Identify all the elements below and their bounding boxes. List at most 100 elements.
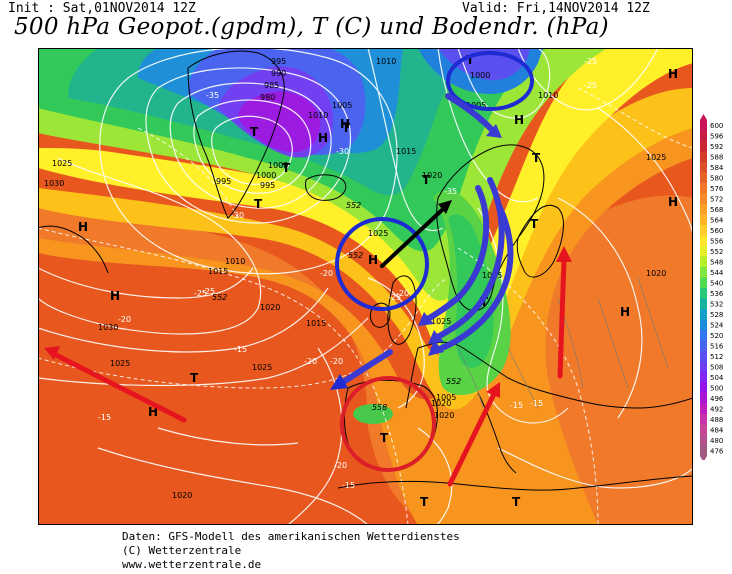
footer-data-source: Daten: GFS-Modell des amerikanischen Wet…	[122, 530, 460, 543]
coast-ireland	[369, 302, 391, 328]
pressure-label: 1025	[431, 317, 451, 326]
annotation-arrow-blue-2-head	[418, 312, 434, 326]
pressure-label: 1030	[98, 323, 118, 332]
coast-africa	[337, 475, 693, 491]
annotation-circle-blue-britain	[335, 217, 429, 311]
annotation-arrow-black-head	[438, 200, 452, 214]
legend-arrow-bottom	[700, 456, 707, 460]
high-marker: H	[110, 289, 120, 303]
legend-label: 584	[710, 164, 724, 172]
legend-swatch	[700, 256, 707, 267]
annotation-arrow-red-south	[447, 391, 497, 487]
legend-label: 596	[710, 133, 724, 141]
legend-swatch	[700, 235, 707, 246]
pressure-label: 1030	[44, 179, 64, 188]
low-marker: T	[512, 495, 521, 509]
legend-label: 520	[710, 332, 723, 340]
pressure-label: 985	[264, 81, 279, 90]
coast-scandinavia	[436, 144, 545, 312]
annotation-arrow-red-south-head	[486, 382, 500, 398]
temp-label: -35	[206, 91, 219, 100]
high-marker: H	[668, 195, 678, 209]
legend-arrow-top	[700, 114, 707, 120]
pressure-label: 1025	[110, 359, 130, 368]
pressure-label: 995	[216, 177, 231, 186]
legend-swatch	[700, 372, 707, 383]
pressure-label: 1020	[646, 269, 666, 278]
low-marker: T	[530, 217, 539, 231]
field-556	[38, 48, 693, 368]
pressure-label: 1020	[260, 303, 280, 312]
legend-swatch	[700, 172, 707, 183]
annotation-arrow-blue-4	[433, 205, 514, 353]
low-marker: T	[380, 431, 389, 445]
temp-label: -15	[530, 399, 543, 408]
height-label: 558	[372, 403, 387, 412]
temp-label: -15	[98, 413, 111, 422]
legend-label: 480	[710, 437, 723, 445]
low-marker: T	[254, 197, 263, 211]
legend-swatch	[700, 435, 707, 446]
annotation-arrow-red-east-head	[556, 246, 572, 262]
temp-label: -20	[334, 461, 347, 470]
weather-map: 995 990 985 980 1000 995 1000 995 1005 1…	[38, 48, 693, 525]
annotation-arrow-red-west-head	[44, 346, 60, 360]
annotation-arrow-blue-5	[337, 349, 393, 387]
legend-label: 548	[710, 259, 723, 267]
legend-label: 600	[710, 122, 723, 130]
pressure-label: 1015	[306, 319, 326, 328]
pressure-label: 1020	[431, 399, 451, 408]
legend-label: 504	[710, 374, 724, 382]
pressure-label: 1005	[436, 393, 456, 402]
legend-swatch	[700, 424, 707, 435]
annotation-circle-red-iberia	[340, 376, 436, 472]
legend-swatch	[700, 351, 707, 362]
legend-label: 564	[710, 217, 724, 225]
low-marker: T	[282, 161, 291, 175]
field-564	[38, 88, 693, 410]
field-496-low	[238, 91, 321, 153]
pressure-label: 1015	[208, 267, 228, 276]
legend-label: 536	[710, 290, 724, 298]
pressure-label: 980	[260, 93, 275, 102]
legend-label: 528	[710, 311, 723, 319]
legend-swatch	[700, 225, 707, 236]
height-label: 552	[348, 251, 363, 260]
legend-label: 476	[710, 448, 724, 456]
pressure-label: 1000	[268, 161, 288, 170]
legend-label: 580	[710, 175, 723, 183]
legend-label: 488	[710, 416, 723, 424]
legend-swatch	[700, 382, 707, 393]
pressure-label: 1025	[252, 363, 272, 372]
low-centres: T T T T T T T T T T T T T	[190, 53, 541, 509]
pressure-label: 995	[260, 181, 275, 190]
temp-label: -20	[304, 357, 317, 366]
annotation-arrow-blue-4-head	[428, 340, 444, 356]
annotation-arrow-blue-1-head	[486, 124, 502, 138]
legend-swatch	[700, 393, 707, 404]
legend-label: 560	[710, 227, 723, 235]
legend-swatch	[700, 403, 707, 414]
legend-swatch	[700, 183, 707, 194]
legend-swatch	[700, 130, 707, 141]
temp-label: -30	[231, 211, 244, 220]
legend-label: 524	[710, 322, 724, 330]
pressure-label: 1020	[434, 411, 454, 420]
temp-label: -20	[320, 269, 333, 278]
high-marker: H	[78, 220, 88, 234]
legend-label: 516	[710, 343, 724, 351]
low-marker: T	[342, 121, 351, 135]
pressure-label: 1020	[422, 171, 442, 180]
temp-label: -25	[388, 293, 401, 302]
legend-swatch	[700, 162, 707, 173]
annotation-arrow-blue-3-head	[428, 330, 444, 344]
pressure-label: 1010	[538, 91, 558, 100]
pressure-label: 1000	[470, 71, 490, 80]
pressure-label: 995	[271, 57, 286, 66]
legend-label: 588	[710, 154, 723, 162]
footer-website: www.wetterzentrale.de	[122, 558, 262, 571]
pressure-label: 1010	[225, 257, 245, 266]
temp-label: -20	[330, 357, 343, 366]
coast-iceland	[305, 174, 347, 201]
legend-label: 552	[710, 248, 723, 256]
